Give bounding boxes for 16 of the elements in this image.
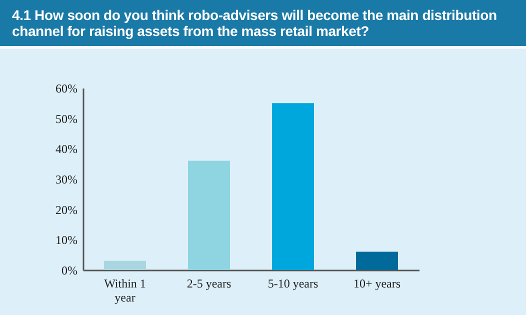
- y-tick-label: 0%: [62, 264, 78, 278]
- y-tick-label: 20%: [56, 202, 78, 217]
- y-tick-label: 40%: [56, 142, 78, 156]
- bar: [356, 252, 398, 270]
- y-tick-label: 10%: [56, 233, 78, 248]
- bar: [272, 103, 314, 270]
- x-tick-label: Within 1 year: [104, 276, 146, 304]
- y-tick-label: 30%: [56, 172, 78, 186]
- chart-title: 4.1 How soon do you think robo-advisers will become the main distribution channel for raising assets from the mass retail market?: [0, 0, 526, 49]
- bar: [188, 160, 230, 270]
- x-tick-label: 5-10 years: [268, 276, 318, 290]
- bar: [104, 260, 146, 270]
- x-tick-label: 10+ years: [353, 276, 401, 290]
- x-tick-label: 2-5 years: [186, 276, 232, 290]
- y-tick-label: 60%: [56, 82, 78, 96]
- y-tick-label: 50%: [56, 112, 78, 126]
